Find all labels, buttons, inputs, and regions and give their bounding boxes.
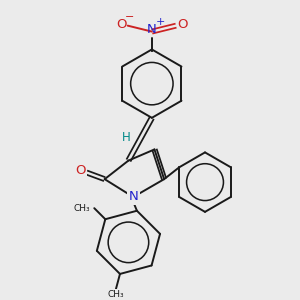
Text: CH₃: CH₃ bbox=[108, 290, 124, 299]
Text: −: − bbox=[124, 12, 134, 22]
Text: H: H bbox=[122, 131, 130, 144]
Text: +: + bbox=[155, 17, 165, 27]
Text: O: O bbox=[75, 164, 86, 177]
Text: O: O bbox=[116, 18, 126, 31]
Text: N: N bbox=[128, 190, 138, 203]
Text: O: O bbox=[178, 18, 188, 31]
Text: N: N bbox=[147, 23, 157, 36]
Text: CH₃: CH₃ bbox=[73, 204, 90, 213]
